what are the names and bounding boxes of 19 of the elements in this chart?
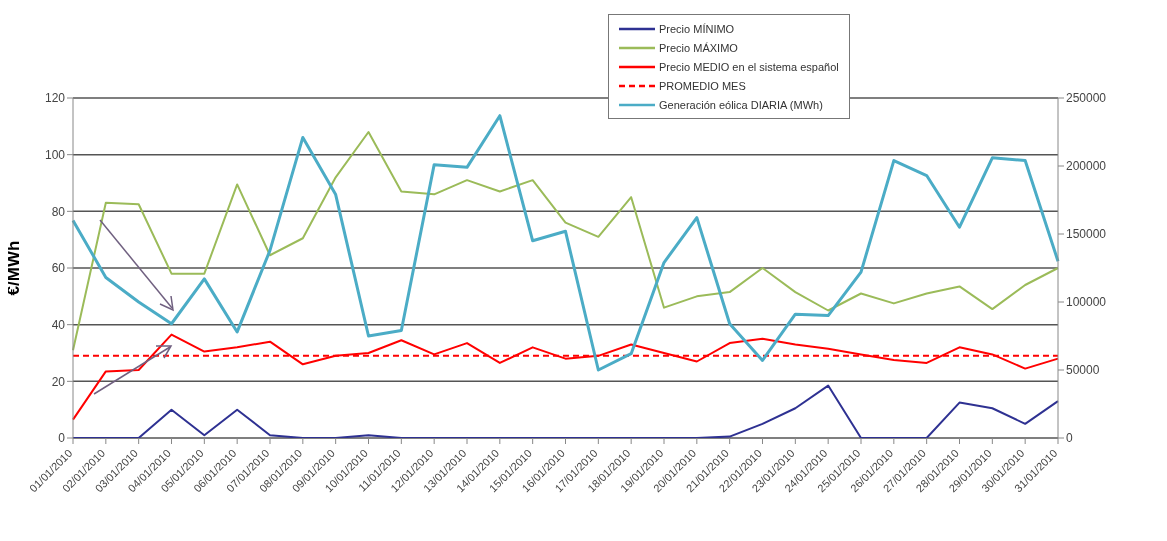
- legend-label: Generación eólica DIARIA (MWh): [659, 98, 823, 111]
- y2-tick-label: 200000: [1066, 159, 1107, 174]
- legend-label: PROMEDIO MES: [659, 79, 746, 92]
- y-tick-label: 20: [51, 374, 66, 389]
- y-tick-label: 120: [44, 91, 66, 106]
- y2-tick-label: 250000: [1066, 91, 1107, 106]
- y-tick-label: 60: [51, 261, 66, 276]
- legend-label: Precio MÍNIMO: [659, 22, 735, 35]
- y-tick-label: 80: [51, 204, 66, 219]
- y-tick-label: 0: [58, 431, 66, 446]
- y-tick-label: 40: [51, 317, 66, 332]
- legend-label: Precio MEDIO en el sistema español: [659, 60, 839, 73]
- line-series: [72, 384, 1059, 438]
- y-tick-label: 100: [44, 147, 66, 162]
- y2-tick-label: 0: [1066, 431, 1073, 446]
- y2-tick-label: 50000: [1066, 363, 1100, 378]
- y2-tick-label: 150000: [1066, 227, 1107, 242]
- legend-label: Precio MÁXIMO: [659, 41, 738, 54]
- y2-tick-label: 100000: [1066, 295, 1107, 310]
